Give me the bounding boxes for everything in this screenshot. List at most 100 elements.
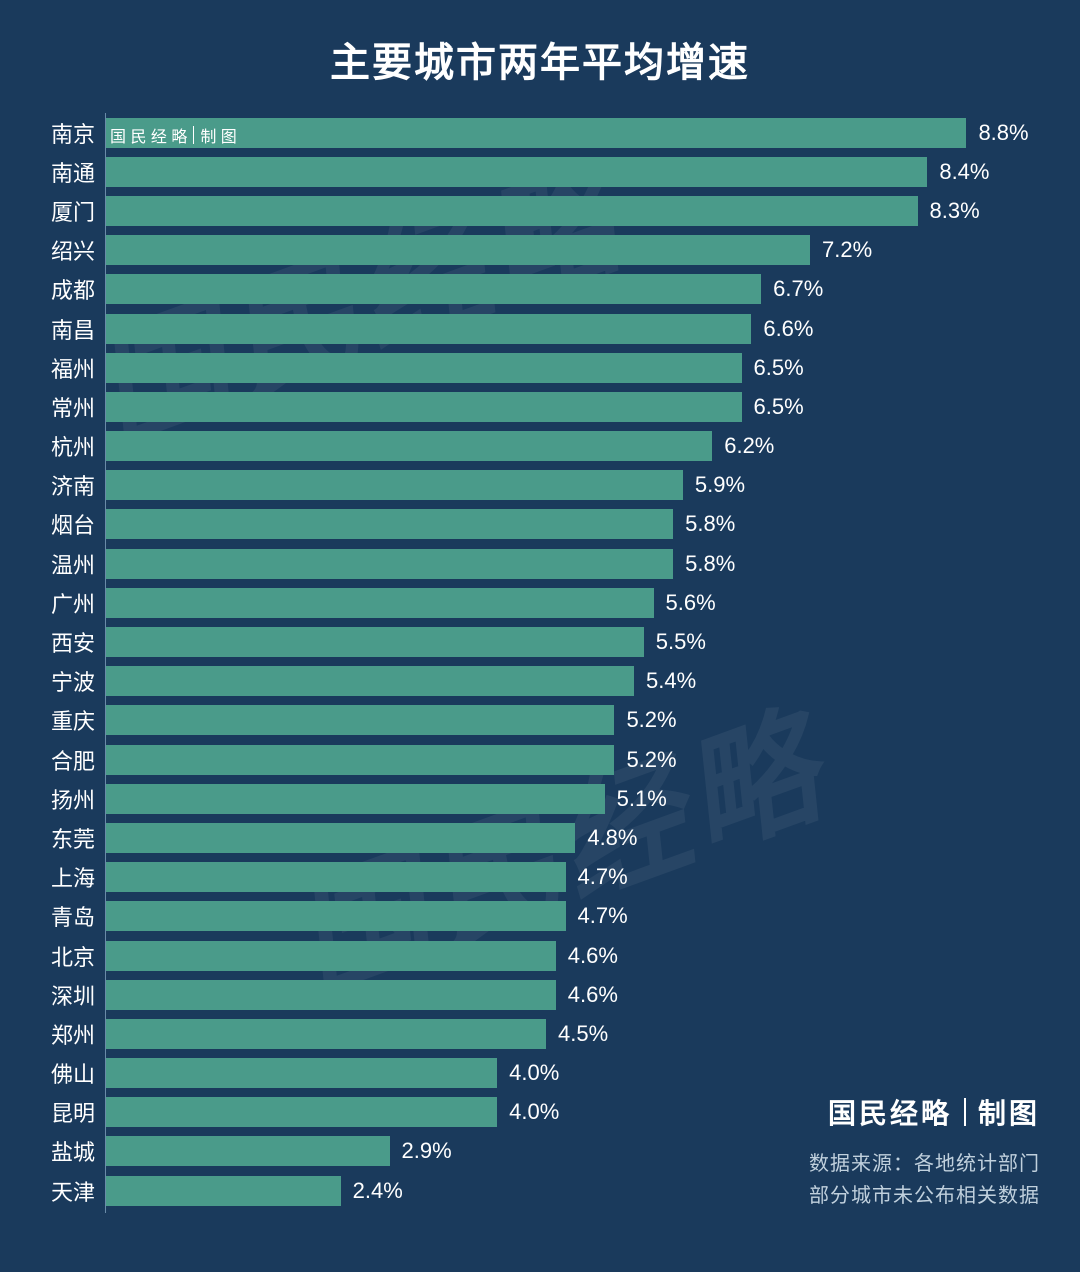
- bar-row: 常州6.5%: [105, 387, 1050, 426]
- city-label: 南昌: [25, 313, 95, 345]
- city-label: 广州: [25, 587, 95, 619]
- city-label: 绍兴: [25, 234, 95, 266]
- bar: [106, 235, 810, 265]
- value-label: 4.7%: [578, 903, 628, 929]
- city-label: 宁波: [25, 665, 95, 697]
- bar-row: 重庆5.2%: [105, 701, 1050, 740]
- city-label: 厦门: [25, 195, 95, 227]
- value-label: 5.6%: [666, 590, 716, 616]
- value-label: 8.3%: [930, 198, 980, 224]
- bar: [106, 1136, 390, 1166]
- credit-brand-right: 制图: [978, 1092, 1040, 1132]
- bar: [106, 274, 761, 304]
- bar-row: 南昌6.6%: [105, 309, 1050, 348]
- bar: [106, 509, 673, 539]
- city-label: 东莞: [25, 822, 95, 854]
- value-label: 2.4%: [353, 1178, 403, 1204]
- bar: [106, 549, 673, 579]
- bar-row: 杭州6.2%: [105, 427, 1050, 466]
- city-label: 烟台: [25, 508, 95, 540]
- bar-row: 上海4.7%: [105, 858, 1050, 897]
- bar: [106, 941, 556, 971]
- credit-block: 国民经略 制图 数据来源：各地统计部门 部分城市未公布相关数据: [809, 1092, 1040, 1212]
- credit-brand-left: 国民经略: [828, 1092, 952, 1132]
- value-label: 4.0%: [509, 1060, 559, 1086]
- inline-badge: 国 民 经 略制 图: [110, 123, 237, 147]
- credit-brand: 国民经略 制图: [809, 1092, 1040, 1132]
- bar: [106, 784, 605, 814]
- bar: [106, 705, 614, 735]
- bar-row: 南京国 民 经 略制 图8.8%: [105, 113, 1050, 152]
- bar-row: 宁波5.4%: [105, 662, 1050, 701]
- bar: [106, 392, 742, 422]
- value-label: 6.2%: [724, 433, 774, 459]
- value-label: 5.8%: [685, 551, 735, 577]
- bar: [106, 353, 742, 383]
- city-label: 盐城: [25, 1135, 95, 1167]
- value-label: 6.5%: [754, 355, 804, 381]
- value-label: 5.2%: [626, 707, 676, 733]
- bar: [106, 1019, 546, 1049]
- bar-row: 佛山4.0%: [105, 1054, 1050, 1093]
- bar-row: 济南5.9%: [105, 466, 1050, 505]
- bar-row: 福州6.5%: [105, 348, 1050, 387]
- value-label: 5.9%: [695, 472, 745, 498]
- bars-group: 南京国 民 经 略制 图8.8%南通8.4%厦门8.3%绍兴7.2%成都6.7%…: [105, 113, 1050, 1210]
- city-label: 深圳: [25, 979, 95, 1011]
- bar-row: 东莞4.8%: [105, 818, 1050, 857]
- bar-row: 扬州5.1%: [105, 779, 1050, 818]
- bar-row: 南通8.4%: [105, 152, 1050, 191]
- bar: [106, 1097, 497, 1127]
- value-label: 2.9%: [402, 1138, 452, 1164]
- bar: [106, 980, 556, 1010]
- credit-source-2: 部分城市未公布相关数据: [809, 1180, 1040, 1212]
- value-label: 8.4%: [939, 159, 989, 185]
- chart-area: 南京国 民 经 略制 图8.8%南通8.4%厦门8.3%绍兴7.2%成都6.7%…: [105, 113, 1050, 1213]
- bar-row: 青岛4.7%: [105, 897, 1050, 936]
- bar-row: 温州5.8%: [105, 544, 1050, 583]
- bar-row: 合肥5.2%: [105, 740, 1050, 779]
- city-label: 扬州: [25, 783, 95, 815]
- bar: [106, 823, 575, 853]
- city-label: 温州: [25, 548, 95, 580]
- value-label: 4.5%: [558, 1021, 608, 1047]
- value-label: 8.8%: [978, 120, 1028, 146]
- bar-row: 成都6.7%: [105, 270, 1050, 309]
- bar-row: 绍兴7.2%: [105, 231, 1050, 270]
- city-label: 佛山: [25, 1057, 95, 1089]
- value-label: 5.2%: [626, 747, 676, 773]
- inline-badge-sep: [193, 126, 194, 144]
- value-label: 7.2%: [822, 237, 872, 263]
- value-label: 4.6%: [568, 982, 618, 1008]
- chart-title: 主要城市两年平均增速: [30, 30, 1050, 88]
- bar: [106, 314, 751, 344]
- inline-badge-left: 国 民 经 略: [110, 123, 187, 147]
- city-label: 郑州: [25, 1018, 95, 1050]
- value-label: 5.1%: [617, 786, 667, 812]
- city-label: 上海: [25, 861, 95, 893]
- city-label: 济南: [25, 469, 95, 501]
- value-label: 4.0%: [509, 1099, 559, 1125]
- city-label: 北京: [25, 940, 95, 972]
- value-label: 5.8%: [685, 511, 735, 537]
- value-label: 6.5%: [754, 394, 804, 420]
- bar: [106, 901, 566, 931]
- bar-row: 厦门8.3%: [105, 191, 1050, 230]
- city-label: 昆明: [25, 1096, 95, 1128]
- bar-row: 深圳4.6%: [105, 975, 1050, 1014]
- city-label: 天津: [25, 1175, 95, 1207]
- bar-row: 广州5.6%: [105, 583, 1050, 622]
- city-label: 合肥: [25, 744, 95, 776]
- value-label: 5.5%: [656, 629, 706, 655]
- city-label: 福州: [25, 352, 95, 384]
- value-label: 6.6%: [763, 316, 813, 342]
- bar: [106, 196, 918, 226]
- bar-row: 北京4.6%: [105, 936, 1050, 975]
- city-label: 青岛: [25, 900, 95, 932]
- bar: [106, 666, 634, 696]
- city-label: 南通: [25, 156, 95, 188]
- city-label: 重庆: [25, 704, 95, 736]
- city-label: 南京: [25, 117, 95, 149]
- value-label: 4.6%: [568, 943, 618, 969]
- bar-row: 西安5.5%: [105, 622, 1050, 661]
